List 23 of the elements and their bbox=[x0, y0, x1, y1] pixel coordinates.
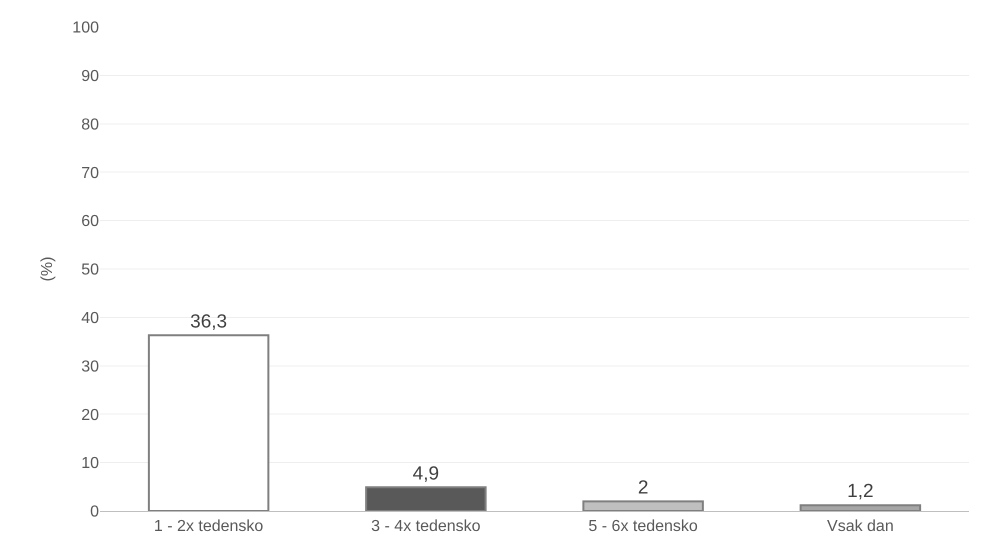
x-tick-label: 1 - 2x tedensko bbox=[154, 518, 264, 536]
y-tick-label: 20 bbox=[81, 406, 100, 424]
data-label: 1,2 bbox=[847, 481, 874, 502]
y-tick-label: 80 bbox=[81, 116, 100, 134]
y-tick-label: 100 bbox=[72, 20, 100, 37]
x-tick-label: 3 - 4x tedensko bbox=[371, 518, 481, 536]
y-tick-label: 50 bbox=[81, 262, 100, 279]
y-tick-label: 70 bbox=[81, 164, 100, 182]
bar bbox=[365, 486, 487, 511]
x-tick-label: 5 - 6x tedensko bbox=[588, 518, 698, 536]
y-tick-label: 10 bbox=[81, 455, 100, 472]
y-tick-label: 60 bbox=[81, 213, 100, 230]
x-tick-label: Vsak dan bbox=[827, 518, 894, 536]
y-axis-title: (%) bbox=[39, 256, 56, 282]
y-tick-label: 0 bbox=[90, 504, 100, 521]
bar bbox=[800, 504, 922, 511]
data-label: 4,9 bbox=[412, 463, 440, 484]
data-label: 2 bbox=[638, 477, 648, 498]
data-label: 36,3 bbox=[190, 311, 228, 332]
bar bbox=[148, 334, 270, 511]
y-tick-label: 40 bbox=[81, 310, 100, 327]
y-tick-label: 30 bbox=[81, 358, 100, 376]
y-tick-label: 90 bbox=[81, 68, 100, 85]
